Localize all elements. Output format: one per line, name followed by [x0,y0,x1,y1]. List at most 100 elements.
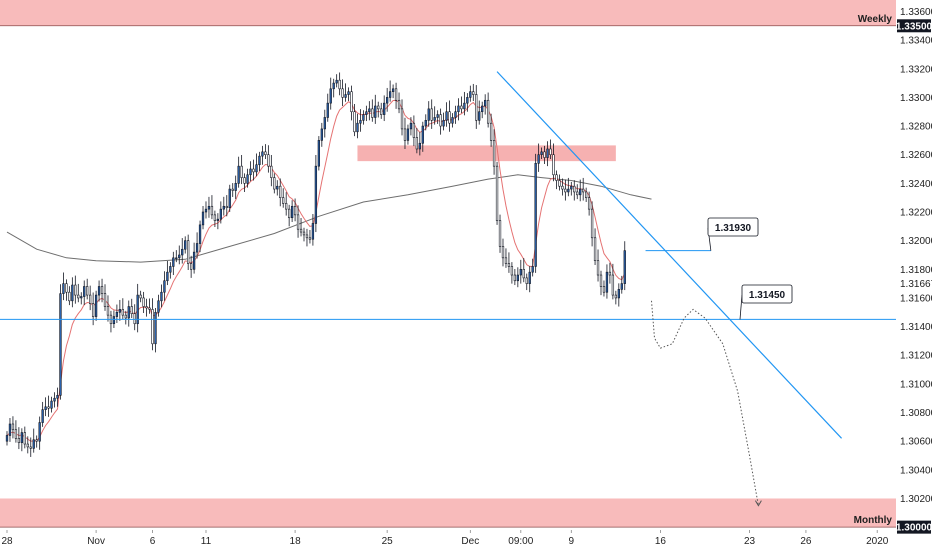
candle[interactable] [8,417,12,442]
candle[interactable] [507,252,511,273]
candle[interactable] [403,117,407,149]
candle[interactable] [56,387,59,407]
candle[interactable] [371,99,374,122]
candle[interactable] [498,214,502,253]
candle[interactable] [243,173,246,192]
candle[interactable] [418,132,421,156]
candle[interactable] [296,205,300,238]
candle[interactable] [356,113,359,139]
candle[interactable] [258,151,261,172]
candle[interactable] [439,108,442,135]
candle[interactable] [608,262,612,284]
candle[interactable] [255,153,258,177]
candle[interactable] [602,280,606,297]
candle[interactable] [77,283,80,303]
candle[interactable] [555,170,558,190]
candle[interactable] [65,279,68,301]
candle[interactable] [436,110,439,124]
candle[interactable] [204,201,208,219]
support-callout[interactable]: 1.31450 [739,284,793,320]
candle[interactable] [285,192,288,216]
candle[interactable] [86,278,89,300]
candle[interactable] [350,85,353,121]
candle[interactable] [261,145,264,165]
candle[interactable] [53,392,56,408]
candle[interactable] [282,188,285,208]
candle[interactable] [492,129,496,175]
candle[interactable] [71,277,74,308]
candle[interactable] [273,173,276,194]
candle[interactable] [516,267,519,288]
candle[interactable] [451,113,454,128]
candle[interactable] [424,114,427,131]
candle[interactable] [231,183,234,197]
candle[interactable] [11,416,15,439]
candle[interactable] [320,122,323,147]
candle[interactable] [38,416,41,450]
candle[interactable] [181,238,184,264]
candle[interactable] [481,101,484,119]
candle[interactable] [234,175,237,200]
candle[interactable] [252,159,255,181]
candle[interactable] [599,270,603,296]
candle[interactable] [207,196,211,218]
candle[interactable] [148,298,151,314]
candle[interactable] [329,77,332,110]
candle[interactable] [365,105,368,122]
candle[interactable] [427,101,430,127]
candle[interactable] [118,299,122,321]
candle[interactable] [29,437,32,457]
candle[interactable] [528,266,531,293]
candle[interactable] [605,264,609,299]
candle[interactable] [448,100,451,132]
candle[interactable] [495,161,499,225]
candle[interactable] [80,292,83,305]
candle[interactable] [406,124,410,145]
candle[interactable] [267,145,270,173]
candle[interactable] [540,147,543,159]
candle[interactable] [103,284,107,311]
candle[interactable] [124,310,127,325]
candle[interactable] [23,426,26,449]
candle[interactable] [590,201,594,247]
candle[interactable] [531,258,534,277]
candle[interactable] [41,401,44,427]
candle[interactable] [332,78,335,98]
level-callout[interactable]: 1.31930 [707,217,759,251]
candlesticks[interactable] [5,72,626,457]
candle[interactable] [145,298,148,317]
candle[interactable] [74,275,77,304]
candle[interactable] [380,102,383,119]
candle[interactable] [187,234,190,271]
candle[interactable] [151,298,154,351]
candle[interactable] [50,396,53,413]
candle[interactable] [228,184,231,212]
resistance-box[interactable] [357,145,616,162]
candle[interactable] [169,262,172,279]
candle[interactable] [359,109,362,132]
candle[interactable] [154,307,157,353]
candle[interactable] [184,236,187,254]
candle[interactable] [142,291,145,313]
candle[interactable] [225,195,228,217]
candle[interactable] [139,290,142,303]
candle[interactable] [189,255,193,278]
candle[interactable] [201,205,205,230]
candle[interactable] [246,168,249,188]
candle[interactable] [412,115,416,147]
candle[interactable] [573,180,576,201]
candle[interactable] [576,184,579,200]
candle[interactable] [567,177,570,197]
candle[interactable] [175,250,178,263]
candle[interactable] [386,87,389,112]
candle[interactable] [305,228,309,247]
candle[interactable] [299,218,303,237]
candle[interactable] [314,154,318,233]
candle[interactable] [68,286,71,306]
candle[interactable] [549,139,552,159]
candle[interactable] [290,200,294,223]
candle[interactable] [457,98,460,121]
candle[interactable] [178,245,181,265]
candle[interactable] [472,83,475,101]
candle[interactable] [94,290,98,321]
